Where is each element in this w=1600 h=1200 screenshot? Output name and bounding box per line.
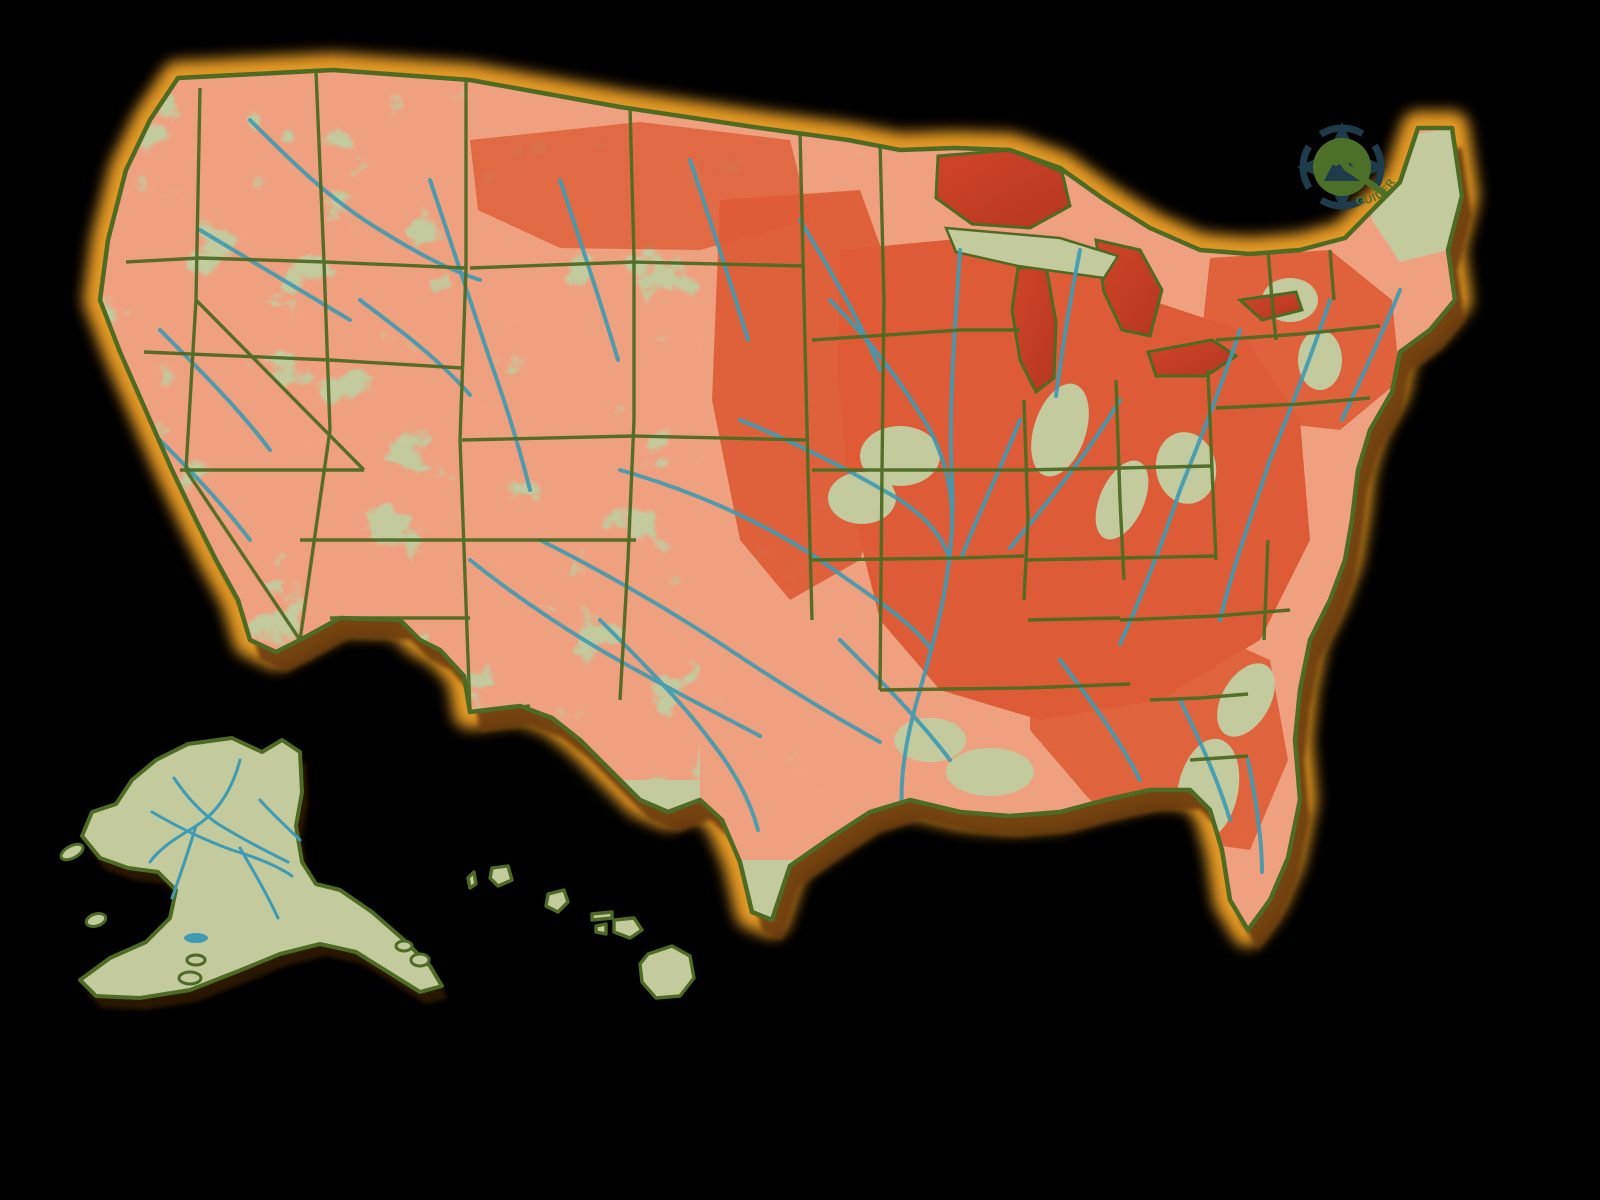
hawaii-maui	[612, 916, 644, 940]
coverage-core-northeast	[1200, 250, 1400, 430]
hawaii-bigisland	[638, 944, 696, 1000]
hawaii-niihau	[466, 870, 478, 890]
landmass-outline	[97, 67, 1465, 933]
river-network	[138, 118, 1402, 874]
logo-swoosh	[1344, 164, 1388, 197]
lake-erie	[1146, 338, 1239, 378]
hawaii-kauai	[488, 864, 514, 888]
lake-michigan	[1010, 264, 1058, 395]
hawaii-molokai	[590, 910, 614, 922]
alaska-inset[interactable]	[59, 736, 448, 1010]
contiguous-us-landmass[interactable]	[80, 50, 1490, 970]
hawaii-oahu	[544, 888, 570, 914]
compass-ring-icon	[1299, 124, 1385, 210]
great-lakes	[934, 148, 1304, 395]
aleutian-islands	[59, 842, 431, 986]
compass-mountain-logo[interactable]: GUIDERY	[1292, 118, 1410, 222]
alaska-rivers	[148, 758, 302, 943]
coverage-core-northcentral	[470, 122, 810, 250]
low-coverage-pockets	[828, 278, 1342, 904]
state-borders	[125, 71, 1381, 762]
alaska-landmass	[78, 736, 444, 1000]
hawaii-lanai	[594, 922, 608, 936]
hawaii-inset[interactable]	[466, 864, 696, 1000]
